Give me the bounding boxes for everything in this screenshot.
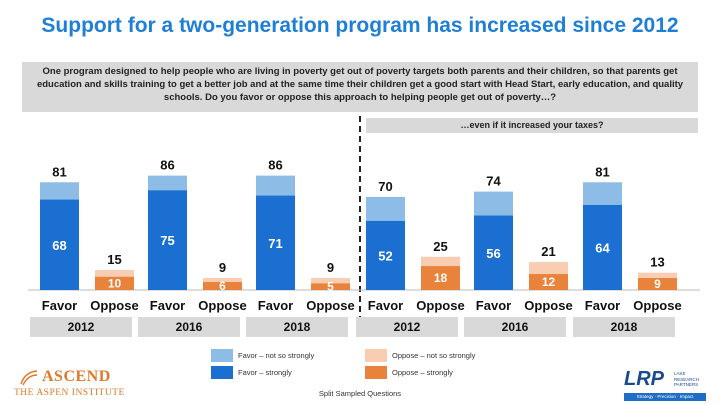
bar-oppose-strongly-taxes-2018 (638, 278, 677, 290)
label-favor-total-main-2018: 86 (268, 158, 282, 173)
year-label-taxes-2016: 2016 (502, 320, 529, 334)
label-favor-total-taxes-2012: 70 (378, 179, 392, 194)
category-label-oppose-main-2016: Oppose (198, 298, 246, 313)
footer-note: Split Sampled Questions (318, 389, 402, 398)
year-label-main-2018: 2018 (284, 320, 311, 334)
year-label-taxes-2012: 2012 (394, 320, 421, 334)
bar-oppose-strongly-main-2018 (311, 283, 350, 290)
year-label-taxes-2018: 2018 (611, 320, 638, 334)
bar-oppose-not-strongly-taxes-2016 (529, 262, 568, 275)
bar-favor-strongly-main-2016 (148, 190, 187, 290)
label-oppose-strong-taxes-2018: 9 (654, 277, 661, 291)
bar-favor-strongly-main-2012 (40, 199, 79, 290)
chart-title: Support for a two-generation program has… (41, 14, 679, 37)
bar-favor-not-strongly-taxes-2012 (366, 196, 405, 221)
bar-favor-not-strongly-main-2012 (40, 182, 79, 200)
category-label-favor-main-2018: Favor (258, 298, 293, 313)
label-oppose-strong-main-2012: 10 (108, 276, 122, 290)
category-label-oppose-taxes-2016: Oppose (524, 298, 572, 313)
bar-oppose-strongly-taxes-2012 (421, 266, 460, 290)
year-label-main-2016: 2016 (176, 320, 203, 334)
label-oppose-total-taxes-2018: 13 (650, 255, 664, 270)
ascend-logo-subtitle: THE ASPEN INSTITUTE (14, 388, 125, 398)
label-oppose-total-main-2018: 9 (327, 260, 334, 275)
label-favor-total-main-2012: 81 (52, 164, 66, 179)
label-favor-strong-main-2012: 68 (52, 238, 66, 253)
category-label-favor-main-2016: Favor (150, 298, 185, 313)
year-band-main-2016 (138, 317, 240, 337)
year-band-taxes-2016 (464, 317, 566, 337)
lrp-logo-bar: Strategy · Precision · Impact (624, 393, 706, 401)
ascend-mark-icon (20, 370, 38, 386)
lrp-logo-word: LRP (624, 368, 664, 390)
category-label-oppose-main-2018: Oppose (306, 298, 354, 313)
label-oppose-total-main-2016: 9 (219, 260, 226, 275)
ascend-logo-word: ASCEND (42, 368, 111, 385)
year-band-taxes-2012 (356, 317, 458, 337)
question-text: One program designed to help people who … (22, 62, 698, 112)
label-oppose-total-taxes-2012: 25 (433, 239, 447, 254)
label-favor-strong-main-2018: 71 (268, 236, 282, 251)
label-favor-strong-taxes-2016: 56 (486, 246, 500, 261)
bar-favor-not-strongly-taxes-2016 (474, 191, 513, 216)
label-oppose-total-main-2012: 15 (107, 252, 121, 267)
label-oppose-strong-main-2018: 5 (327, 280, 334, 294)
label-oppose-total-taxes-2016: 21 (541, 244, 555, 259)
category-label-favor-taxes-2016: Favor (476, 298, 511, 313)
bar-oppose-strongly-taxes-2016 (529, 274, 568, 290)
bar-oppose-not-strongly-main-2018 (311, 278, 350, 284)
bar-oppose-not-strongly-main-2012 (95, 270, 134, 277)
bar-oppose-strongly-main-2012 (95, 276, 134, 290)
bar-favor-strongly-taxes-2016 (474, 215, 513, 290)
bar-favor-not-strongly-main-2016 (148, 175, 187, 191)
year-band-main-2012 (30, 317, 132, 337)
label-oppose-strong-taxes-2012: 18 (434, 271, 448, 285)
category-label-favor-taxes-2018: Favor (585, 298, 620, 313)
label-favor-strong-taxes-2012: 52 (378, 248, 392, 263)
bar-oppose-not-strongly-taxes-2018 (638, 272, 677, 279)
year-band-taxes-2018 (573, 317, 675, 337)
label-favor-total-main-2016: 86 (160, 158, 174, 173)
year-band-main-2018 (246, 317, 348, 337)
subquestion-text: …even if it increased your taxes? (366, 118, 698, 133)
bar-favor-strongly-taxes-2012 (366, 220, 405, 290)
ascend-logo: ASCEND THE ASPEN INSTITUTE (14, 368, 144, 402)
bar-favor-strongly-main-2018 (256, 195, 295, 290)
bar-favor-strongly-taxes-2018 (583, 204, 622, 290)
label-favor-total-taxes-2016: 74 (486, 174, 501, 189)
bar-oppose-not-strongly-taxes-2012 (421, 256, 460, 267)
category-label-favor-taxes-2012: Favor (368, 298, 403, 313)
category-label-oppose-taxes-2018: Oppose (633, 298, 681, 313)
bar-oppose-strongly-main-2016 (203, 282, 242, 290)
lrp-logo-side: LAKE RESEARCH PARTNERS (674, 371, 700, 387)
label-favor-total-taxes-2018: 81 (595, 164, 609, 179)
label-favor-strong-main-2016: 75 (160, 233, 174, 248)
category-label-oppose-main-2012: Oppose (90, 298, 138, 313)
category-label-oppose-taxes-2012: Oppose (416, 298, 464, 313)
label-oppose-strong-main-2016: 6 (219, 279, 226, 293)
label-oppose-strong-taxes-2016: 12 (542, 275, 556, 289)
bar-favor-not-strongly-taxes-2018 (583, 182, 622, 205)
bar-oppose-not-strongly-main-2016 (203, 278, 242, 283)
category-label-favor-main-2012: Favor (42, 298, 77, 313)
bar-favor-not-strongly-main-2018 (256, 175, 295, 196)
year-label-main-2012: 2012 (68, 320, 95, 334)
lrp-logo: LRP LAKE RESEARCH PARTNERS Strategy · Pr… (624, 368, 714, 404)
label-favor-strong-taxes-2018: 64 (595, 240, 610, 255)
